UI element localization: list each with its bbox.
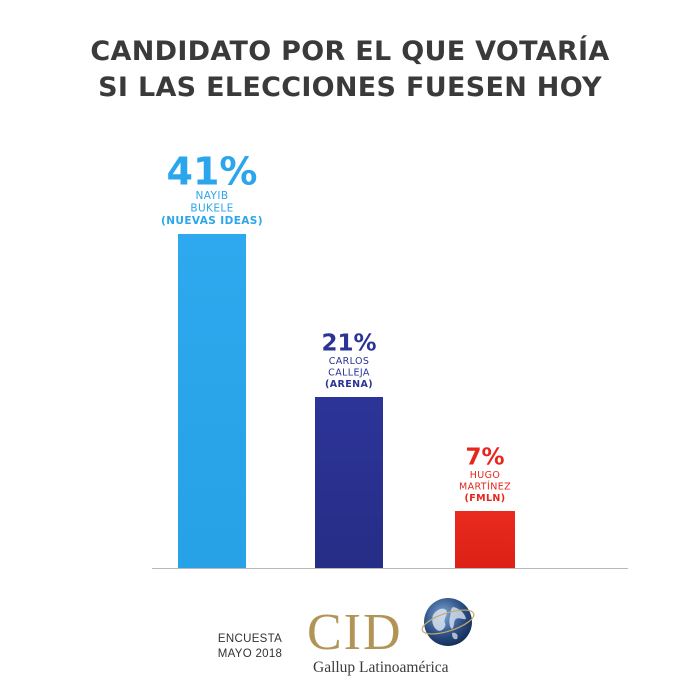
bar-label-martinez-line-2: MARTÍNEZ <box>459 481 511 493</box>
bar-martinez <box>455 511 515 568</box>
chart-title-line-2: SI LAS ELECCIONES FUESEN HOY <box>98 72 602 103</box>
chart-title: CANDIDATO POR EL QUE VOTARÍA SI LAS ELEC… <box>0 34 700 106</box>
bar-label-martinez-line-3: (FMLN) <box>464 493 505 504</box>
bar-label-calleja-line-2: CALLEJA <box>328 368 370 379</box>
cid-gallup-logo: CID Gallup Latinoamérica <box>305 593 485 683</box>
survey-note-line-2: MAYO 2018 <box>217 648 283 660</box>
bar-label-martinez-line-1: HUGO <box>470 470 501 481</box>
logo-subtitle: Gallup Latinoamérica <box>313 659 449 676</box>
value-label-martinez: 7% <box>465 445 504 471</box>
bar-calleja <box>315 397 383 568</box>
survey-note-line-1: ENCUESTA <box>217 633 283 645</box>
bar-bukele <box>178 234 246 568</box>
value-label-calleja: 21% <box>321 331 376 357</box>
bar-label-bukele-line-2: BUKELE <box>190 203 233 215</box>
bar-label-bukele-line-3: (NUEVAS IDEAS) <box>161 215 263 227</box>
bar-label-bukele-line-1: NAYIB <box>196 190 229 202</box>
logo-letters: CID <box>307 604 403 661</box>
survey-note: ENCUESTA MAYO 2018 <box>205 632 295 662</box>
bar-label-calleja-line-3: (ARENA) <box>325 379 373 390</box>
globe-icon <box>421 598 475 646</box>
value-label-bukele: 41% <box>167 150 258 194</box>
chart-title-line-1: CANDIDATO POR EL QUE VOTARÍA <box>90 36 610 67</box>
bar-label-calleja-line-1: CARLOS <box>329 356 370 367</box>
